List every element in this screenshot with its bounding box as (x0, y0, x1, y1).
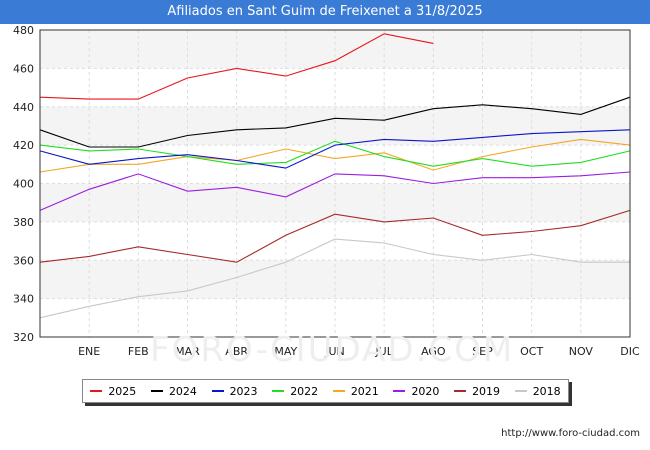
y-tick-label: 320 (13, 331, 34, 344)
y-tick-label: 400 (13, 178, 34, 191)
legend-swatch (272, 390, 285, 392)
y-tick-label: 420 (13, 139, 34, 152)
series-line-2023 (39, 129, 631, 169)
x-tick-label: FEB (128, 345, 149, 358)
y-tick-label: 440 (13, 101, 34, 114)
y-tick-labels: 320 340 360 380 400 420 440 460 480 (13, 24, 34, 344)
watermark-logo: FORO-CIUDAD.COM (150, 330, 515, 370)
x-tick-label: AGO (421, 345, 446, 358)
x-tick-label: MAY (274, 345, 297, 358)
legend-label: 2021 (350, 384, 379, 398)
legend-item-2022: 2022 (272, 385, 318, 398)
plot-band (40, 183, 630, 222)
legend-swatch (90, 390, 103, 392)
y-tick-label: 480 (13, 24, 34, 37)
legend-swatch (454, 390, 467, 392)
series-line-2018 (39, 238, 630, 319)
x-tick-label: ENE (78, 345, 100, 358)
x-tick-labels: ENE FEB MAR ABR MAY JUN JUL AGO SEP OCT NOV DIC (78, 345, 640, 358)
legend-label: 2025 (108, 384, 137, 398)
series-line-2019 (39, 209, 631, 263)
legend-item-2018: 2018 (514, 384, 561, 398)
y-tick-label: 360 (13, 254, 34, 267)
legend-label: 2018 (532, 384, 561, 398)
legend-item-2020: 2020 (393, 385, 439, 398)
series-line-2025 (39, 33, 434, 100)
legend-swatch (514, 390, 527, 392)
legend-label: 2024 (168, 384, 197, 398)
x-tick-label: NOV (569, 345, 594, 358)
legend-item-2025: 2025 (90, 385, 136, 398)
legend-label: 2022 (290, 384, 319, 398)
source-credit: http://www.foro-ciudad.com (501, 428, 640, 439)
legend-item-2021: 2021 (332, 384, 379, 398)
axes (39, 29, 631, 338)
x-tick-label: JUN (324, 345, 345, 358)
x-tick-label: ABR (225, 345, 248, 358)
legend-item-2019: 2019 (454, 385, 500, 398)
chart-title: Afiliados en Sant Guim de Freixenet a 31… (0, 0, 650, 24)
series-line-2024 (39, 96, 631, 148)
x-tick-label: JUL (374, 345, 393, 358)
legend: 2025 2024 2023 2022 2021 2020 2019 2018 (82, 379, 569, 403)
legend-item-2024: 2024 (150, 384, 197, 398)
legend-swatch (211, 390, 224, 392)
legend-item-2023: 2023 (211, 384, 258, 398)
plot-frame (39, 29, 631, 338)
x-tick-label: MAR (175, 345, 200, 358)
series-line-2020 (39, 171, 631, 211)
legend-label: 2020 (411, 384, 440, 398)
legend-swatch (150, 390, 163, 392)
legend-swatch (393, 390, 406, 392)
x-tick-label: DIC (620, 345, 640, 358)
legend-label: 2019 (472, 384, 501, 398)
series-line-2022 (39, 140, 631, 167)
x-tick-label: SEP (472, 345, 493, 358)
series-lines (39, 33, 631, 319)
legend-swatch (332, 390, 345, 392)
series-line-2021 (39, 138, 631, 173)
legend-label: 2023 (229, 384, 258, 398)
y-tick-label: 380 (13, 216, 34, 229)
x-tick-label: OCT (520, 345, 543, 358)
y-tick-label: 340 (13, 293, 34, 306)
y-tick-label: 460 (13, 62, 34, 75)
